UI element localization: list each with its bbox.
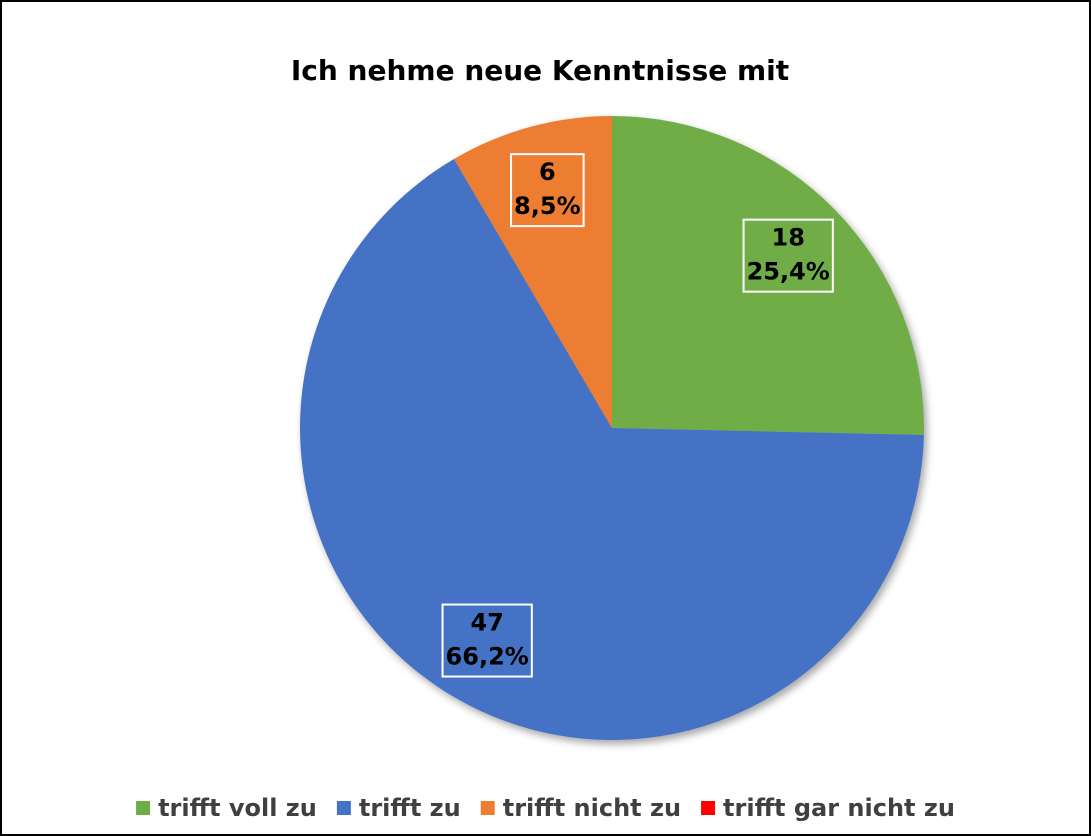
data-label-percent: 25,4%	[747, 258, 830, 286]
data-label-count: 47	[470, 609, 503, 637]
legend-label: trifft gar nicht zu	[723, 794, 955, 822]
legend-label: trifft nicht zu	[503, 794, 681, 822]
legend-swatch	[336, 801, 351, 815]
data-label-box	[742, 218, 834, 293]
legend: trifft voll zu trifft zu trifft nicht zu tr…	[136, 794, 955, 822]
pie-slice	[299, 158, 924, 740]
pie	[299, 116, 924, 740]
data-label-percent: 66,2%	[446, 643, 529, 671]
legend-label: trifft voll zu	[158, 794, 317, 822]
chart-title: Ich nehme neue Kenntnisse mit	[291, 54, 789, 87]
data-label-percent: 8,5%	[514, 192, 581, 220]
data-labels: 18 25,4% 47 66,2% 6 8,5%	[441, 153, 834, 678]
legend-swatch	[701, 801, 716, 815]
data-label-count: 6	[539, 158, 556, 186]
data-label-box	[441, 603, 533, 678]
data-label-box	[510, 153, 585, 228]
data-label-count: 18	[772, 224, 805, 252]
legend-swatch	[136, 801, 151, 815]
legend-swatch	[480, 801, 495, 815]
legend-label: trifft zu	[359, 794, 461, 822]
